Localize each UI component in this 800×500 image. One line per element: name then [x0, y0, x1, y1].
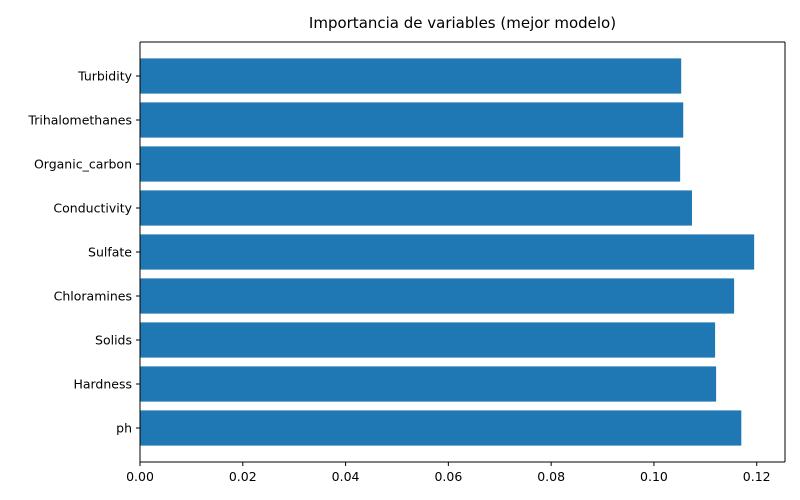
y-tick-label: ph [116, 421, 132, 436]
bar-chloramines [140, 278, 735, 314]
x-tick-label: 0.00 [126, 469, 154, 484]
x-tick-label: 0.12 [743, 469, 771, 484]
x-tick-label: 0.04 [332, 469, 360, 484]
bars-layer [140, 58, 755, 446]
ticks-layer: ph Hardness Solids Chloramines Sulfate Conduc… [27, 69, 770, 485]
y-tick-label: Turbidity [77, 69, 133, 84]
x-tick-label: 0.08 [537, 469, 565, 484]
bar-ph [140, 410, 742, 446]
bar-turbidity [140, 58, 682, 94]
y-tick-label: Trihalomethanes [27, 113, 132, 128]
bar-sulfate [140, 234, 755, 270]
y-tick-label: Chloramines [54, 289, 132, 304]
y-tick-label: Solids [95, 333, 132, 348]
chart-title: Importancia de variables (mejor modelo) [309, 14, 616, 32]
bar-hardness [140, 366, 717, 402]
bar-conductivity [140, 190, 692, 226]
x-tick-label: 0.02 [229, 469, 257, 484]
bar-solids [140, 322, 716, 358]
bar-trihalomethanes [140, 102, 684, 138]
y-tick-label: Organic_carbon [34, 157, 132, 172]
y-tick-label: Hardness [73, 377, 132, 392]
y-tick-label: Conductivity [53, 201, 132, 216]
x-tick-label: 0.06 [434, 469, 462, 484]
bar-organic-carbon [140, 146, 681, 182]
x-tick-label: 0.10 [640, 469, 668, 484]
y-tick-label: Sulfate [88, 245, 132, 260]
